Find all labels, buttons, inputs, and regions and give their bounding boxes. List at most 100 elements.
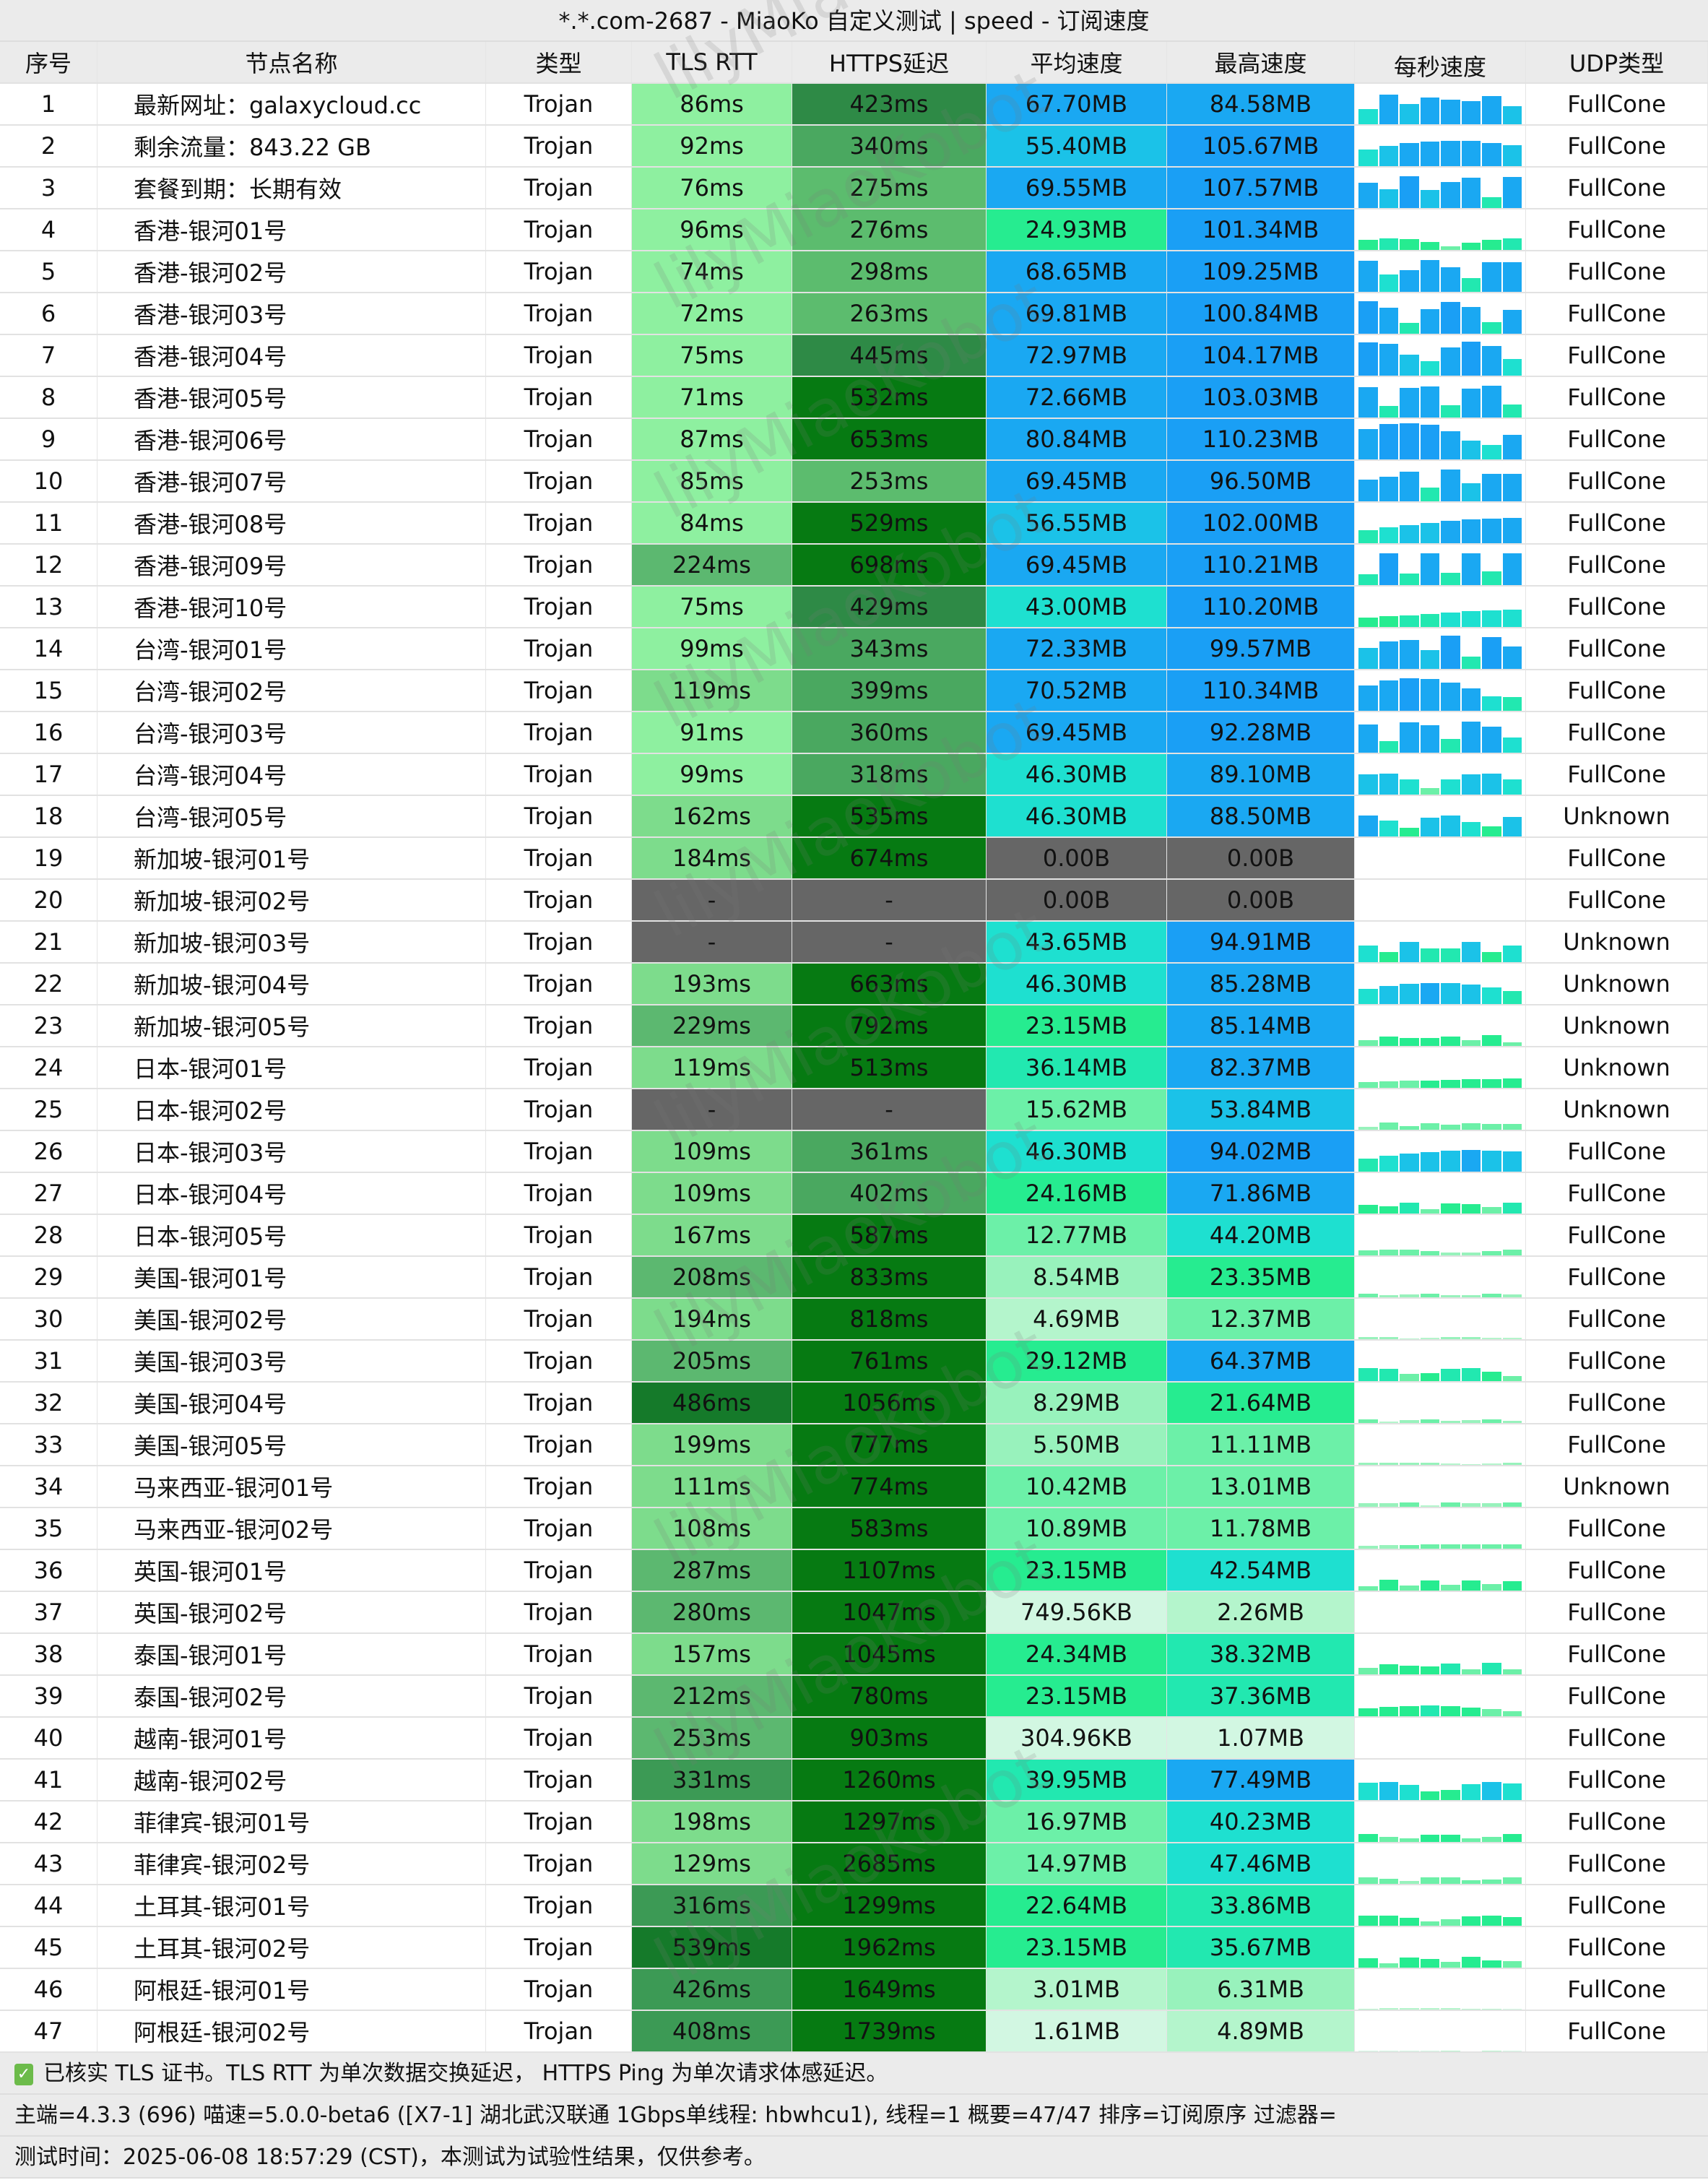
max-speed: 40.23MB [1167, 1801, 1355, 1842]
speed-bar [1461, 1079, 1481, 1088]
speed-bar [1441, 181, 1460, 208]
speed-sparkline [1355, 838, 1526, 878]
row-index: 26 [0, 1131, 97, 1172]
speed-bar [1441, 1544, 1460, 1549]
speed-bar [1358, 1126, 1378, 1130]
speed-bar [1482, 197, 1501, 208]
speed-bar [1441, 1252, 1460, 1255]
speed-sparkline [1355, 545, 1526, 585]
speed-bar [1420, 360, 1439, 376]
col-https-delay-header[interactable]: HTTPS延迟 [792, 42, 987, 82]
node-name: 美国-银河02号 [97, 1299, 486, 1339]
table-row: 36 英国-银河01号 Trojan 287ms 1107ms 23.15MB 42.54M… [0, 1550, 1708, 1592]
col-max-speed-header[interactable]: 最高速度 [1167, 42, 1355, 82]
row-index: 24 [0, 1047, 97, 1088]
speed-bar [1441, 572, 1460, 585]
col-tls-rtt-header[interactable]: TLS RTT [632, 42, 792, 82]
speed-bar [1420, 1705, 1439, 1716]
speed-bar [1358, 1293, 1378, 1297]
row-index: 46 [0, 1969, 97, 2010]
speed-bar [1441, 2008, 1460, 2010]
table-row: 14 台湾-银河01号 Trojan 99ms 343ms 72.33MB 99.57MB F… [0, 628, 1708, 670]
speed-sparkline [1355, 712, 1526, 753]
node-type: Trojan [486, 670, 632, 711]
speed-bar [1400, 779, 1419, 795]
speed-bar [1502, 238, 1522, 250]
speed-bar [1400, 1705, 1419, 1716]
speed-bar [1400, 1665, 1419, 1674]
speed-bar [1482, 571, 1501, 585]
col-name-header[interactable]: 节点名称 [97, 42, 486, 82]
speed-bar [1379, 527, 1398, 543]
speed-bar [1358, 1367, 1378, 1381]
speed-bar [1482, 774, 1501, 795]
https-delay: 423ms [792, 84, 987, 124]
col-index-header[interactable]: 序号 [0, 42, 97, 82]
speed-bar [1358, 618, 1378, 627]
node-name: 日本-银河03号 [97, 1131, 486, 1172]
table-row: 11 香港-银河08号 Trojan 84ms 529ms 56.55MB 102.00MB… [0, 503, 1708, 545]
speed-sparkline [1355, 251, 1526, 292]
node-type: Trojan [486, 1047, 632, 1088]
node-type: Trojan [486, 587, 632, 627]
speed-sparkline [1355, 209, 1526, 250]
node-type: Trojan [486, 1885, 632, 1926]
speed-sparkline [1355, 1341, 1526, 1381]
speed-bar [1400, 423, 1419, 459]
table-row: 28 日本-银河05号 Trojan 167ms 587ms 12.77MB 44.20MB… [0, 1215, 1708, 1257]
col-per-second-header[interactable]: 每秒速度 [1355, 42, 1526, 82]
col-avg-speed-header[interactable]: 平均速度 [987, 42, 1167, 82]
tls-rtt: 280ms [632, 1592, 792, 1632]
speed-bar [1461, 1039, 1481, 1046]
col-udp-type-header[interactable]: UDP类型 [1526, 42, 1708, 82]
speed-bar [1420, 1208, 1439, 1214]
tls-rtt: 108ms [632, 1508, 792, 1549]
udp-type: FullCone [1526, 377, 1708, 418]
udp-type: Unknown [1526, 1466, 1708, 1507]
max-speed: 85.14MB [1167, 1005, 1355, 1046]
table-row: 34 马来西亚-银河01号 Trojan 111ms 774ms 10.42MB 13.01… [0, 1466, 1708, 1508]
speed-sparkline [1355, 2011, 1526, 2051]
avg-speed: 43.65MB [987, 922, 1167, 962]
speed-bar [1400, 387, 1419, 418]
node-name: 香港-银河03号 [97, 293, 486, 334]
node-type: Trojan [486, 1508, 632, 1549]
node-name: 英国-银河01号 [97, 1550, 486, 1591]
https-delay: 792ms [792, 1005, 987, 1046]
tls-rtt: 208ms [632, 1257, 792, 1297]
udp-type: FullCone [1526, 1718, 1708, 1758]
avg-speed: 24.34MB [987, 1634, 1167, 1674]
speed-bar [1400, 143, 1419, 166]
speed-bar [1461, 1580, 1481, 1591]
speed-bar [1482, 696, 1501, 711]
speed-bar [1502, 473, 1522, 501]
speed-sparkline [1355, 1969, 1526, 2010]
speed-bar [1420, 1463, 1439, 1465]
speed-bar [1482, 1078, 1501, 1088]
speed-bar [1441, 636, 1460, 669]
node-name: 香港-银河01号 [97, 209, 486, 250]
speed-bar [1441, 1502, 1460, 1507]
max-speed: 12.37MB [1167, 1299, 1355, 1339]
udp-type: FullCone [1526, 503, 1708, 543]
https-delay: 1045ms [792, 1634, 987, 1674]
speed-bar [1358, 1463, 1378, 1465]
speed-bar [1420, 1877, 1439, 1884]
speed-bar [1502, 435, 1522, 459]
speed-bar [1441, 405, 1460, 418]
speed-bar [1482, 1124, 1501, 1130]
speed-bar [1420, 1921, 1439, 1926]
speed-bar [1502, 1580, 1522, 1591]
speed-bar [1358, 301, 1378, 334]
avg-speed: 80.84MB [987, 419, 1167, 459]
row-index: 10 [0, 461, 97, 501]
https-delay: 340ms [792, 126, 987, 166]
speed-sparkline [1355, 503, 1526, 543]
speed-bar [1482, 987, 1501, 1004]
row-index: 20 [0, 880, 97, 920]
speed-bar [1358, 724, 1378, 753]
speed-bar [1461, 1669, 1481, 1674]
window-title: *.*.com-2687 - MiaoKo 自定义测试 | speed - 订阅… [0, 0, 1708, 42]
speed-sparkline [1355, 1173, 1526, 1214]
col-type-header[interactable]: 类型 [486, 42, 632, 82]
